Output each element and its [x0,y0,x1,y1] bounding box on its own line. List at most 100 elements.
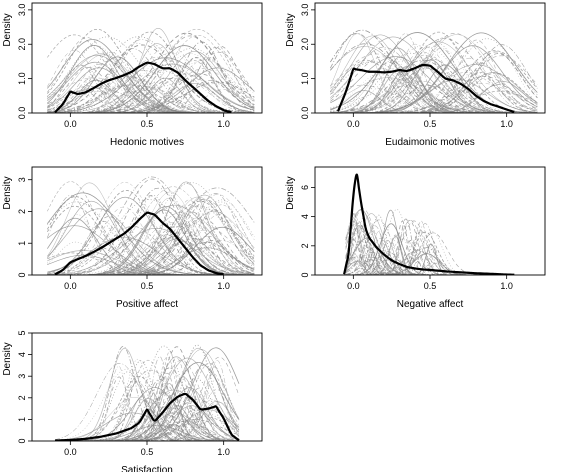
x-tick-label: 0.0 [347,281,360,291]
individual-density-line [47,200,255,275]
individual-density-line [345,231,515,275]
individual-density-line [330,83,538,113]
individual-density-line [345,223,515,275]
individual-density-line [47,47,255,113]
individual-density-line [345,209,515,275]
individual-density-line [55,356,239,441]
individual-density-line [55,346,240,441]
y-tick-label: 0.0 [17,107,27,120]
individual-density-line [55,362,240,441]
individual-density-line [47,67,255,113]
x-tick-label: 1.0 [217,447,230,457]
mean-density-line [54,211,224,275]
individual-density-line [345,240,515,275]
y-axis-title: Density [285,176,296,209]
individual-density-line [345,258,515,275]
y-tick-label: 0 [300,272,310,277]
x-axis-title: Positive affect [116,299,178,310]
individual-density-line [47,183,255,275]
individual-density-line [47,217,255,275]
individual-density-line [55,399,240,441]
x-tick-label: 0.5 [141,119,154,129]
individual-density-line [54,363,239,441]
individual-density-line [46,205,255,275]
individual-density-line [330,72,538,113]
panel-negative-affect: 0.0 0.5 1.0 0 2 4 6 Negative affect Density [285,166,546,310]
mean-density-line [54,61,232,113]
individual-density-line [47,199,255,275]
individual-density-line [47,84,255,113]
mean-density-line [54,392,240,441]
panel-positive-affect: 0.0 0.5 1.0 0 1 2 3 Positive affect Density [2,166,263,310]
x-tick-label: 0.0 [64,281,77,291]
y-tick-label: 3.0 [17,4,27,17]
individual-density-line [47,54,255,113]
individual-density-line [47,199,255,275]
individual-density-line [330,47,538,113]
individual-density-line [47,51,255,113]
individual-density-line [47,57,255,113]
individual-density-line [345,255,515,275]
individual-density-line [47,199,255,275]
individual-density-line [47,252,255,275]
y-tick-label: 3 [17,177,27,182]
individual-density-line [47,63,255,113]
y-tick-label: 3 [17,374,27,379]
series-group [343,173,515,275]
individual-density-line [47,212,255,275]
individual-density-line [47,206,255,275]
individual-density-line [330,90,538,113]
individual-density-line [330,56,538,113]
individual-density-line [55,357,239,441]
individual-density-line [47,200,255,275]
individual-density-line [330,53,538,113]
panel-satisfaction: 0.0 0.5 1.0 0 1 2 3 4 5 Satisfaction Density [2,330,263,472]
individual-density-line [345,255,515,275]
individual-density-line [345,219,515,275]
individual-density-line [47,32,255,113]
individual-density-line [55,367,240,441]
individual-density-line [330,55,538,113]
individual-density-line [47,87,255,113]
individual-density-line [330,35,538,113]
y-tick-label: 3.0 [300,4,310,17]
individual-density-line [330,33,538,113]
x-tick-label: 0.0 [64,119,77,129]
x-tick-label: 0.5 [424,281,437,291]
individual-density-line [330,50,538,113]
individual-density-line [55,402,239,441]
individual-density-line [55,356,240,441]
y-tick-label: 0 [17,272,27,277]
y-tick-label: 1.0 [300,72,310,85]
y-axis-title: Density [285,13,296,46]
individual-density-line [345,221,515,275]
y-tick-label: 2.0 [300,38,310,51]
individual-density-line [55,347,240,441]
individual-density-line [47,236,255,275]
individual-density-line [47,60,255,113]
individual-density-line [47,187,255,275]
individual-density-line [47,80,255,113]
individual-density-line [55,350,239,441]
individual-density-line [55,412,240,441]
individual-density-line [345,259,515,275]
individual-density-line [47,44,255,113]
individual-density-line [345,225,515,275]
individual-density-line [47,83,255,113]
individual-density-line [330,66,538,113]
individual-density-line [345,221,515,275]
individual-density-line [330,90,538,113]
x-axis-title: Hedonic motives [110,137,184,148]
x-axis-title: Satisfaction [121,465,173,472]
individual-density-line [345,261,515,275]
individual-density-line [330,47,538,113]
y-tick-label: 2 [17,209,27,214]
individual-density-line [47,197,255,275]
individual-density-line [47,176,255,275]
y-tick-label: 1.0 [17,72,27,85]
individual-density-line [345,235,515,275]
individual-density-line [47,64,255,113]
series-group [47,28,255,113]
individual-density-line [47,214,255,275]
individual-density-line [47,56,255,113]
